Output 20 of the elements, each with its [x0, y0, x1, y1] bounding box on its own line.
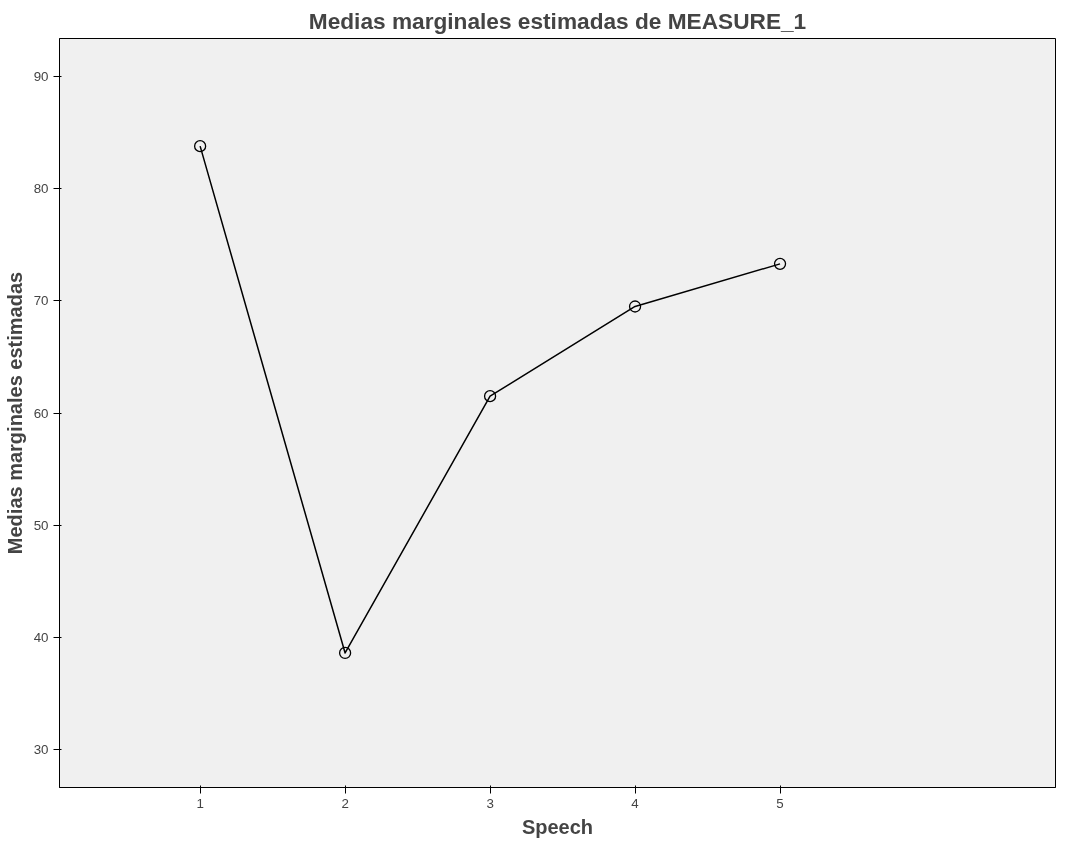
x-tick-label: 4: [631, 795, 640, 811]
y-tick-label: 30: [33, 741, 49, 757]
x-tick-label: 2: [341, 795, 349, 811]
point: [628, 300, 642, 313]
point: [773, 257, 787, 271]
y-tick-label: 90: [33, 69, 49, 85]
y-tick-label: 50: [33, 517, 49, 533]
x-axis-title: Speech: [521, 815, 594, 838]
y-tick-label: 80: [33, 181, 49, 197]
x-tick-label: 5: [776, 795, 784, 811]
point: [338, 646, 352, 660]
point: [483, 390, 497, 403]
y-tick-label: 40: [33, 629, 49, 645]
x-tick-label: 3: [486, 795, 494, 811]
y-axis-title: Medias marginales estimadas: [3, 271, 26, 555]
y-tick-label: 70: [33, 293, 49, 309]
x-tick-label: 1: [196, 795, 204, 811]
chart-title: Medias marginales estimadas de MEASURE_1: [308, 7, 807, 34]
point: [193, 140, 207, 153]
y-tick-label: 60: [33, 405, 49, 421]
